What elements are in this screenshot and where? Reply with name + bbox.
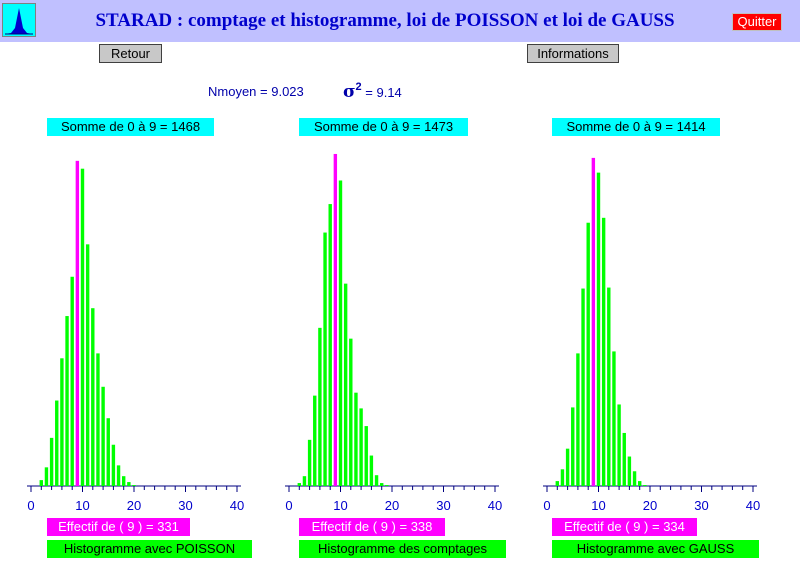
histogram-bar-poisson [91, 308, 95, 486]
histogram-bar-poisson [55, 400, 59, 486]
sigma-exponent: 2 [355, 81, 362, 93]
histogram-bar-comptages [343, 283, 348, 486]
histogram-bar-poisson [39, 480, 43, 486]
x-tick-label-comptages: 10 [333, 498, 347, 513]
histogram-bar-gauss [632, 471, 637, 486]
histogram-bar-poisson [122, 476, 126, 486]
histogram-bar-gauss [617, 404, 621, 486]
histogram-bar-poisson [80, 168, 85, 486]
histogram-bar-comptages [313, 395, 317, 486]
x-tick-label-gauss: 40 [746, 498, 760, 513]
effectif-label-comptages: Effectif de ( 9 ) = 338 [299, 518, 445, 536]
histogram-bar-comptages [354, 392, 358, 486]
histogram-bar-comptages [359, 408, 363, 486]
histogram-bar-comptages [338, 180, 343, 487]
histogram-bar-poisson [101, 386, 105, 486]
sum-label-gauss: Somme de 0 à 9 = 1414 [552, 118, 720, 136]
histogram-bar-comptages [302, 476, 307, 486]
histogram-bar-poisson [85, 244, 90, 486]
histogram-bar-gauss [607, 287, 611, 486]
app-logo [2, 3, 36, 37]
histogram-bar-poisson [65, 316, 69, 486]
histogram-bar-poisson [127, 482, 131, 486]
histogram-bar-gauss [565, 448, 570, 486]
histogram-label-gauss: Histogramme avec GAUSS [552, 540, 759, 558]
histogram-bar-comptages [380, 483, 384, 486]
histogram-bar-gauss [576, 353, 580, 486]
histogram-bar-poisson [44, 467, 49, 486]
effectif-label-poisson: Effectif de ( 9 ) = 331 [47, 518, 190, 536]
histogram-bar-gauss [638, 481, 642, 486]
histogram-bar-gauss [596, 172, 601, 487]
effectif-label-gauss: Effectif de ( 9 ) = 334 [552, 518, 697, 536]
x-tick-label-poisson: 40 [230, 498, 244, 513]
x-tick-label-gauss: 0 [543, 498, 550, 513]
x-tick-label-poisson: 20 [127, 498, 141, 513]
x-tick-label-comptages: 0 [285, 498, 292, 513]
histogram-label-poisson: Histogramme avec POISSON [47, 540, 252, 558]
histogram-bar-gauss [581, 288, 585, 486]
histogram-bar-gauss [586, 222, 590, 486]
histogram-label-comptages: Histogramme des comptages [299, 540, 506, 558]
histogram-bar-comptages [374, 475, 379, 486]
histogram-bar-poisson [60, 358, 64, 486]
histogram-bar-gauss [622, 432, 626, 486]
histogram-bar-comptages [323, 232, 327, 486]
app-title: STARAD : comptage et histogramme, loi de… [95, 10, 675, 31]
histogram-bar-comptages [385, 485, 389, 486]
sum-label-poisson: Somme de 0 à 9 = 1468 [47, 118, 214, 136]
bell-curve-icon [5, 8, 33, 35]
x-tick-label-gauss: 30 [694, 498, 708, 513]
quit-button[interactable]: Quitter [732, 13, 782, 31]
information-button[interactable]: Informations [527, 44, 619, 63]
x-tick-label-gauss: 10 [591, 498, 605, 513]
highlight-bar-comptages [333, 153, 338, 486]
histogram-bar-comptages [328, 204, 332, 487]
histogram-bar-comptages [297, 483, 301, 486]
histogram-bar-gauss [555, 481, 559, 486]
sum-label-comptages: Somme de 0 à 9 = 1473 [299, 118, 468, 136]
histogram-bar-gauss [627, 456, 632, 486]
histogram-bar-poisson [106, 418, 110, 486]
mean-value: Nmoyen = 9.023 [208, 84, 304, 99]
histogram-bar-comptages [318, 327, 322, 486]
title-bar: STARAD : comptage et histogramme, loi de… [0, 0, 800, 42]
highlight-bar-poisson [75, 160, 80, 486]
x-tick-label-comptages: 30 [436, 498, 450, 513]
histogram-bar-comptages [369, 455, 374, 486]
histogram-bar-poisson [96, 353, 100, 486]
x-tick-label-comptages: 40 [488, 498, 502, 513]
histogram-bar-poisson [70, 276, 74, 486]
histogram-bar-gauss [571, 407, 575, 486]
x-tick-label-comptages: 20 [385, 498, 399, 513]
histogram-bar-comptages [349, 338, 353, 486]
histogram-bar-comptages [307, 439, 312, 486]
histogram-bar-gauss [612, 351, 616, 486]
histogram-bar-gauss [560, 469, 565, 486]
variance-number: = 9.14 [361, 85, 402, 100]
histogram-bar-gauss [601, 217, 606, 487]
x-tick-label-poisson: 10 [75, 498, 89, 513]
histogram-bar-poisson [49, 437, 54, 486]
histogram-bar-poisson [116, 465, 121, 486]
x-tick-label-poisson: 0 [27, 498, 34, 513]
histogram-bar-poisson [111, 444, 116, 486]
histogram-bar-poisson [132, 485, 136, 486]
highlight-bar-gauss [591, 157, 596, 487]
back-button[interactable]: Retour [99, 44, 162, 63]
x-tick-label-gauss: 20 [643, 498, 657, 513]
histogram-bar-comptages [364, 426, 368, 486]
variance-value: σ2 = 9.14 [343, 81, 402, 102]
sigma-symbol: σ [343, 82, 356, 102]
histogram-bar-gauss [643, 485, 647, 486]
x-tick-label-poisson: 30 [178, 498, 192, 513]
